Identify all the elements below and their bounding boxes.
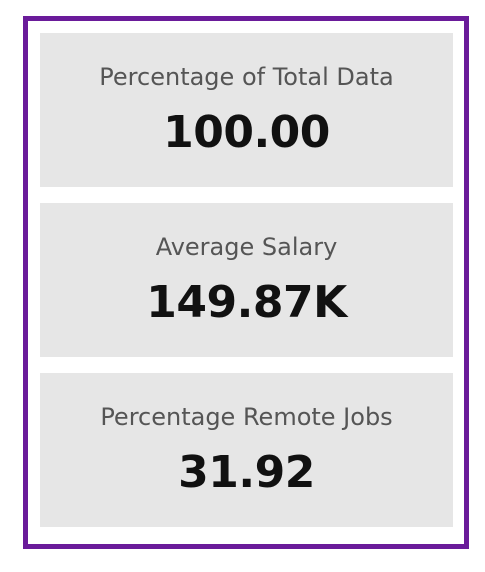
kpi-label: Percentage of Total Data xyxy=(99,63,394,91)
kpi-card-total-data[interactable]: Percentage of Total Data 100.00 xyxy=(40,33,453,187)
kpi-value: 100.00 xyxy=(163,107,330,158)
kpi-label: Percentage Remote Jobs xyxy=(100,403,393,431)
kpi-value: 149.87K xyxy=(146,277,347,328)
kpi-value: 31.92 xyxy=(178,447,315,498)
kpi-card-panel: Percentage of Total Data 100.00 Average … xyxy=(23,16,469,549)
kpi-card-remote-jobs[interactable]: Percentage Remote Jobs 31.92 xyxy=(40,373,453,527)
kpi-label: Average Salary xyxy=(155,233,338,261)
kpi-card-average-salary[interactable]: Average Salary 149.87K xyxy=(40,203,453,357)
